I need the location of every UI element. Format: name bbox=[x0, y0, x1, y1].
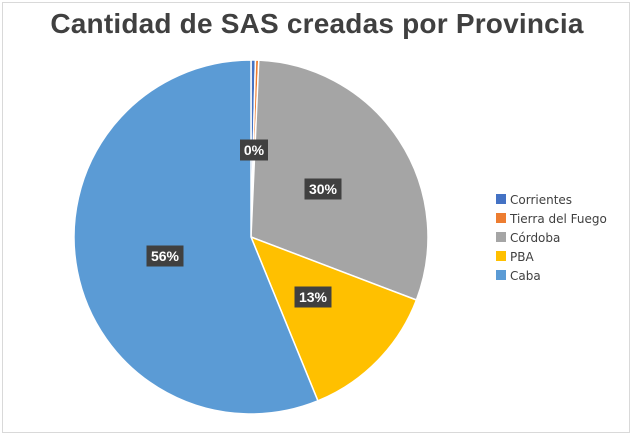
data-labels: 0% 30% 13% 56% bbox=[146, 139, 342, 308]
legend-item-corrientes: Corrientes bbox=[496, 193, 572, 207]
data-label-box bbox=[146, 245, 184, 267]
data-label-text: 56% bbox=[151, 248, 180, 264]
data-label-c-rdoba: 30% bbox=[304, 178, 342, 200]
chart-title: Cantidad de SAS creadas por Provincia bbox=[50, 8, 584, 39]
data-label-box bbox=[240, 139, 268, 161]
legend-item-caba: Caba bbox=[496, 269, 541, 283]
legend-item-pba: PBA bbox=[496, 250, 534, 264]
legend-item-c-rdoba: Córdoba bbox=[496, 231, 560, 245]
data-label-pba: 13% bbox=[294, 286, 332, 308]
legend-label: PBA bbox=[510, 250, 534, 264]
legend-item-tierra-del-fuego: Tierra del Fuego bbox=[496, 212, 607, 226]
data-label-text: 13% bbox=[299, 289, 328, 305]
legend-swatch bbox=[496, 270, 506, 280]
legend-swatch bbox=[496, 251, 506, 261]
legend-swatch bbox=[496, 232, 506, 242]
pie-slices bbox=[73, 59, 429, 415]
data-label-text: 30% bbox=[309, 181, 338, 197]
data-label-box bbox=[294, 286, 332, 308]
pie-slice-caba bbox=[73, 59, 319, 415]
pie-slice-pba bbox=[250, 236, 418, 402]
data-label-box bbox=[304, 178, 342, 200]
legend-label: Tierra del Fuego bbox=[509, 212, 607, 226]
legend-swatch bbox=[496, 194, 506, 204]
data-label-tierra-del-fuego: 0% bbox=[240, 139, 268, 161]
data-label-text: 0% bbox=[244, 142, 265, 158]
data-label-caba: 56% bbox=[146, 245, 184, 267]
legend-label: Córdoba bbox=[510, 231, 560, 245]
legend-label: Caba bbox=[510, 269, 541, 283]
legend-label: Corrientes bbox=[510, 193, 572, 207]
legend: Corrientes Tierra del Fuego Córdoba PBA Caba bbox=[496, 193, 607, 283]
legend-swatch bbox=[496, 213, 506, 223]
